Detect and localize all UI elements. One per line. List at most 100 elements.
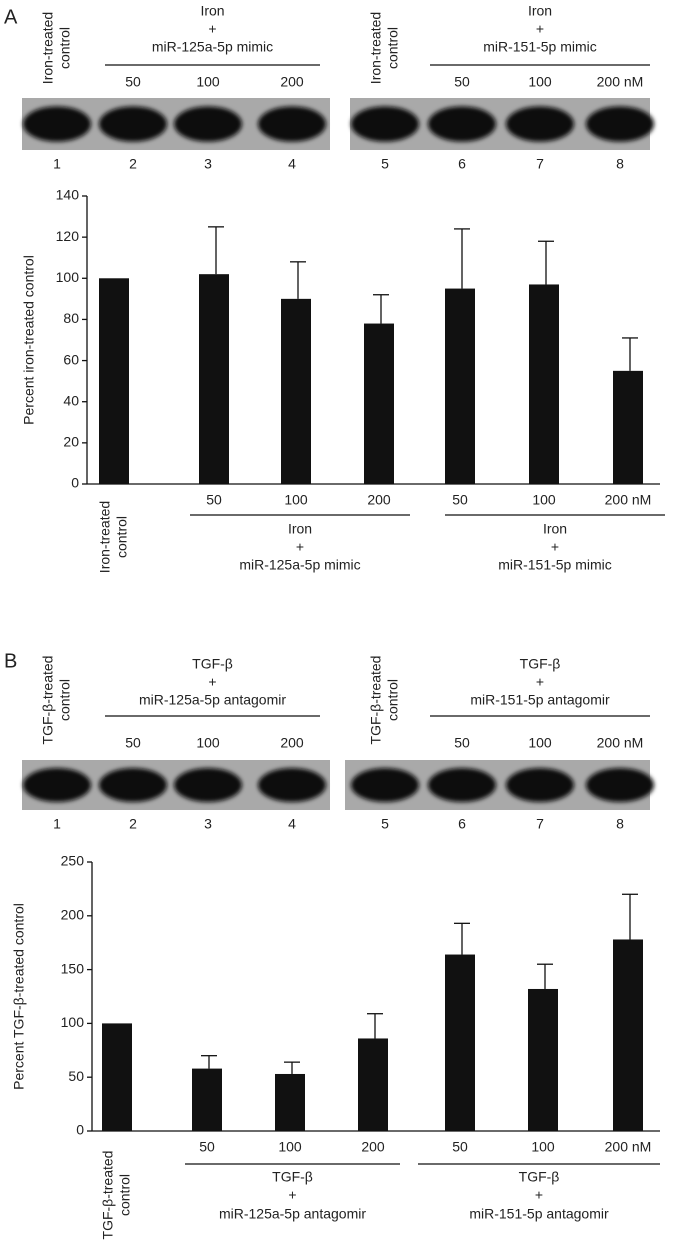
lane-number: 3	[204, 816, 212, 832]
group-label: miR-151-5p antagomir	[469, 1206, 609, 1222]
group-label: TGF-β	[519, 1169, 560, 1185]
blot-lane-label: 100	[528, 74, 552, 90]
x-tick-label: 50	[452, 492, 468, 508]
blot-group-label: Iron	[200, 3, 224, 19]
panel-label: B	[4, 650, 17, 672]
lane-number: 6	[458, 156, 466, 172]
blot-group-label: +	[536, 674, 544, 690]
blot-lane-label: 100	[196, 74, 220, 90]
x-tick-label: 200	[361, 1139, 385, 1155]
blot-lane-label: 100	[196, 735, 220, 751]
lane-number: 2	[129, 816, 137, 832]
x-tick-label: TGF-β-treatedcontrol	[99, 1151, 132, 1240]
lane-number: 4	[288, 156, 296, 172]
blot-band	[23, 106, 91, 142]
blot-band	[351, 768, 419, 802]
blot-band	[258, 106, 326, 142]
lane-number: 1	[53, 816, 61, 832]
blot-group-label: miR-125a-5p mimic	[152, 39, 273, 55]
x-tick-label: 100	[532, 492, 556, 508]
bar	[613, 370, 643, 484]
group-label: Iron	[543, 521, 567, 537]
y-tick-label: 60	[63, 351, 79, 367]
lane-number: 2	[129, 156, 137, 172]
group-label: +	[296, 539, 304, 555]
blot-group-label: TGF-β	[520, 656, 561, 672]
bar	[445, 954, 475, 1131]
group-label: miR-125a-5p antagomir	[219, 1206, 366, 1222]
blot-lane-label: 50	[454, 74, 470, 90]
bar	[364, 323, 394, 484]
y-tick-label: 40	[63, 392, 79, 408]
blot-lane-label: 200 nM	[597, 735, 644, 751]
blot-band	[174, 106, 242, 142]
blot-group-label: miR-151-5p mimic	[483, 39, 597, 55]
x-tick-label: 100	[284, 492, 308, 508]
blot-group-label: +	[208, 21, 216, 37]
blot-band	[99, 768, 167, 802]
blot-group-label: +	[536, 21, 544, 37]
blot-band	[428, 768, 496, 802]
bar	[102, 1023, 132, 1131]
y-tick-label: 0	[76, 1122, 84, 1138]
blot-lane-label: 200	[280, 735, 304, 751]
x-tick-label: 200 nM	[605, 492, 652, 508]
group-label: TGF-β	[272, 1169, 313, 1185]
bar	[281, 298, 311, 484]
blot-band	[586, 768, 654, 802]
group-label: Iron	[288, 521, 312, 537]
y-tick-label: 50	[68, 1068, 84, 1084]
lane-number: 7	[536, 156, 544, 172]
bar	[192, 1068, 222, 1131]
blot-group-label: miR-125a-5p antagomir	[139, 692, 286, 708]
y-tick-label: 20	[63, 434, 79, 450]
group-label: +	[288, 1187, 296, 1203]
bar	[199, 274, 229, 484]
y-tick-label: 100	[56, 269, 80, 285]
group-label: +	[535, 1187, 543, 1203]
y-tick-label: 200	[61, 907, 85, 923]
x-tick-label: 50	[452, 1139, 468, 1155]
lane-number: 8	[616, 816, 624, 832]
x-tick-label: 50	[206, 492, 222, 508]
bar	[613, 939, 643, 1131]
lane-number: 3	[204, 156, 212, 172]
bar	[275, 1073, 305, 1131]
y-tick-label: 140	[56, 187, 80, 203]
blot-band	[586, 106, 654, 142]
lane-number: 7	[536, 816, 544, 832]
blot-control-label: Iron-treatedcontrol	[39, 12, 72, 84]
group-label: +	[551, 539, 559, 555]
group-label: miR-151-5p mimic	[498, 557, 612, 573]
y-tick-label: 0	[71, 475, 79, 491]
lane-number: 5	[381, 156, 389, 172]
blot-band	[99, 106, 167, 142]
blot-band	[174, 768, 242, 802]
group-label: miR-125a-5p mimic	[239, 557, 360, 573]
lane-number: 5	[381, 816, 389, 832]
y-tick-label: 120	[56, 228, 80, 244]
blot-group-label: TGF-β	[192, 656, 233, 672]
blot-group-label: +	[208, 674, 216, 690]
bar	[99, 278, 129, 484]
panel-label: A	[4, 6, 18, 28]
x-tick-label: 100	[278, 1139, 302, 1155]
y-tick-label: 250	[61, 853, 85, 869]
blot-control-label: TGF-β-treatedcontrol	[39, 656, 72, 745]
lane-number: 4	[288, 816, 296, 832]
blot-lane-label: 50	[125, 74, 141, 90]
bar	[358, 1038, 388, 1131]
blot-band	[506, 768, 574, 802]
blot-lane-label: 50	[454, 735, 470, 751]
blot-lane-label: 50	[125, 735, 141, 751]
bar	[445, 288, 475, 484]
blot-lane-label: 200 nM	[597, 74, 644, 90]
lane-number: 6	[458, 816, 466, 832]
y-tick-label: 100	[61, 1014, 85, 1030]
y-tick-label: 80	[63, 310, 79, 326]
bar	[528, 988, 558, 1131]
blot-band	[351, 106, 419, 142]
x-tick-label: 50	[199, 1139, 215, 1155]
x-tick-label: 200	[367, 492, 391, 508]
